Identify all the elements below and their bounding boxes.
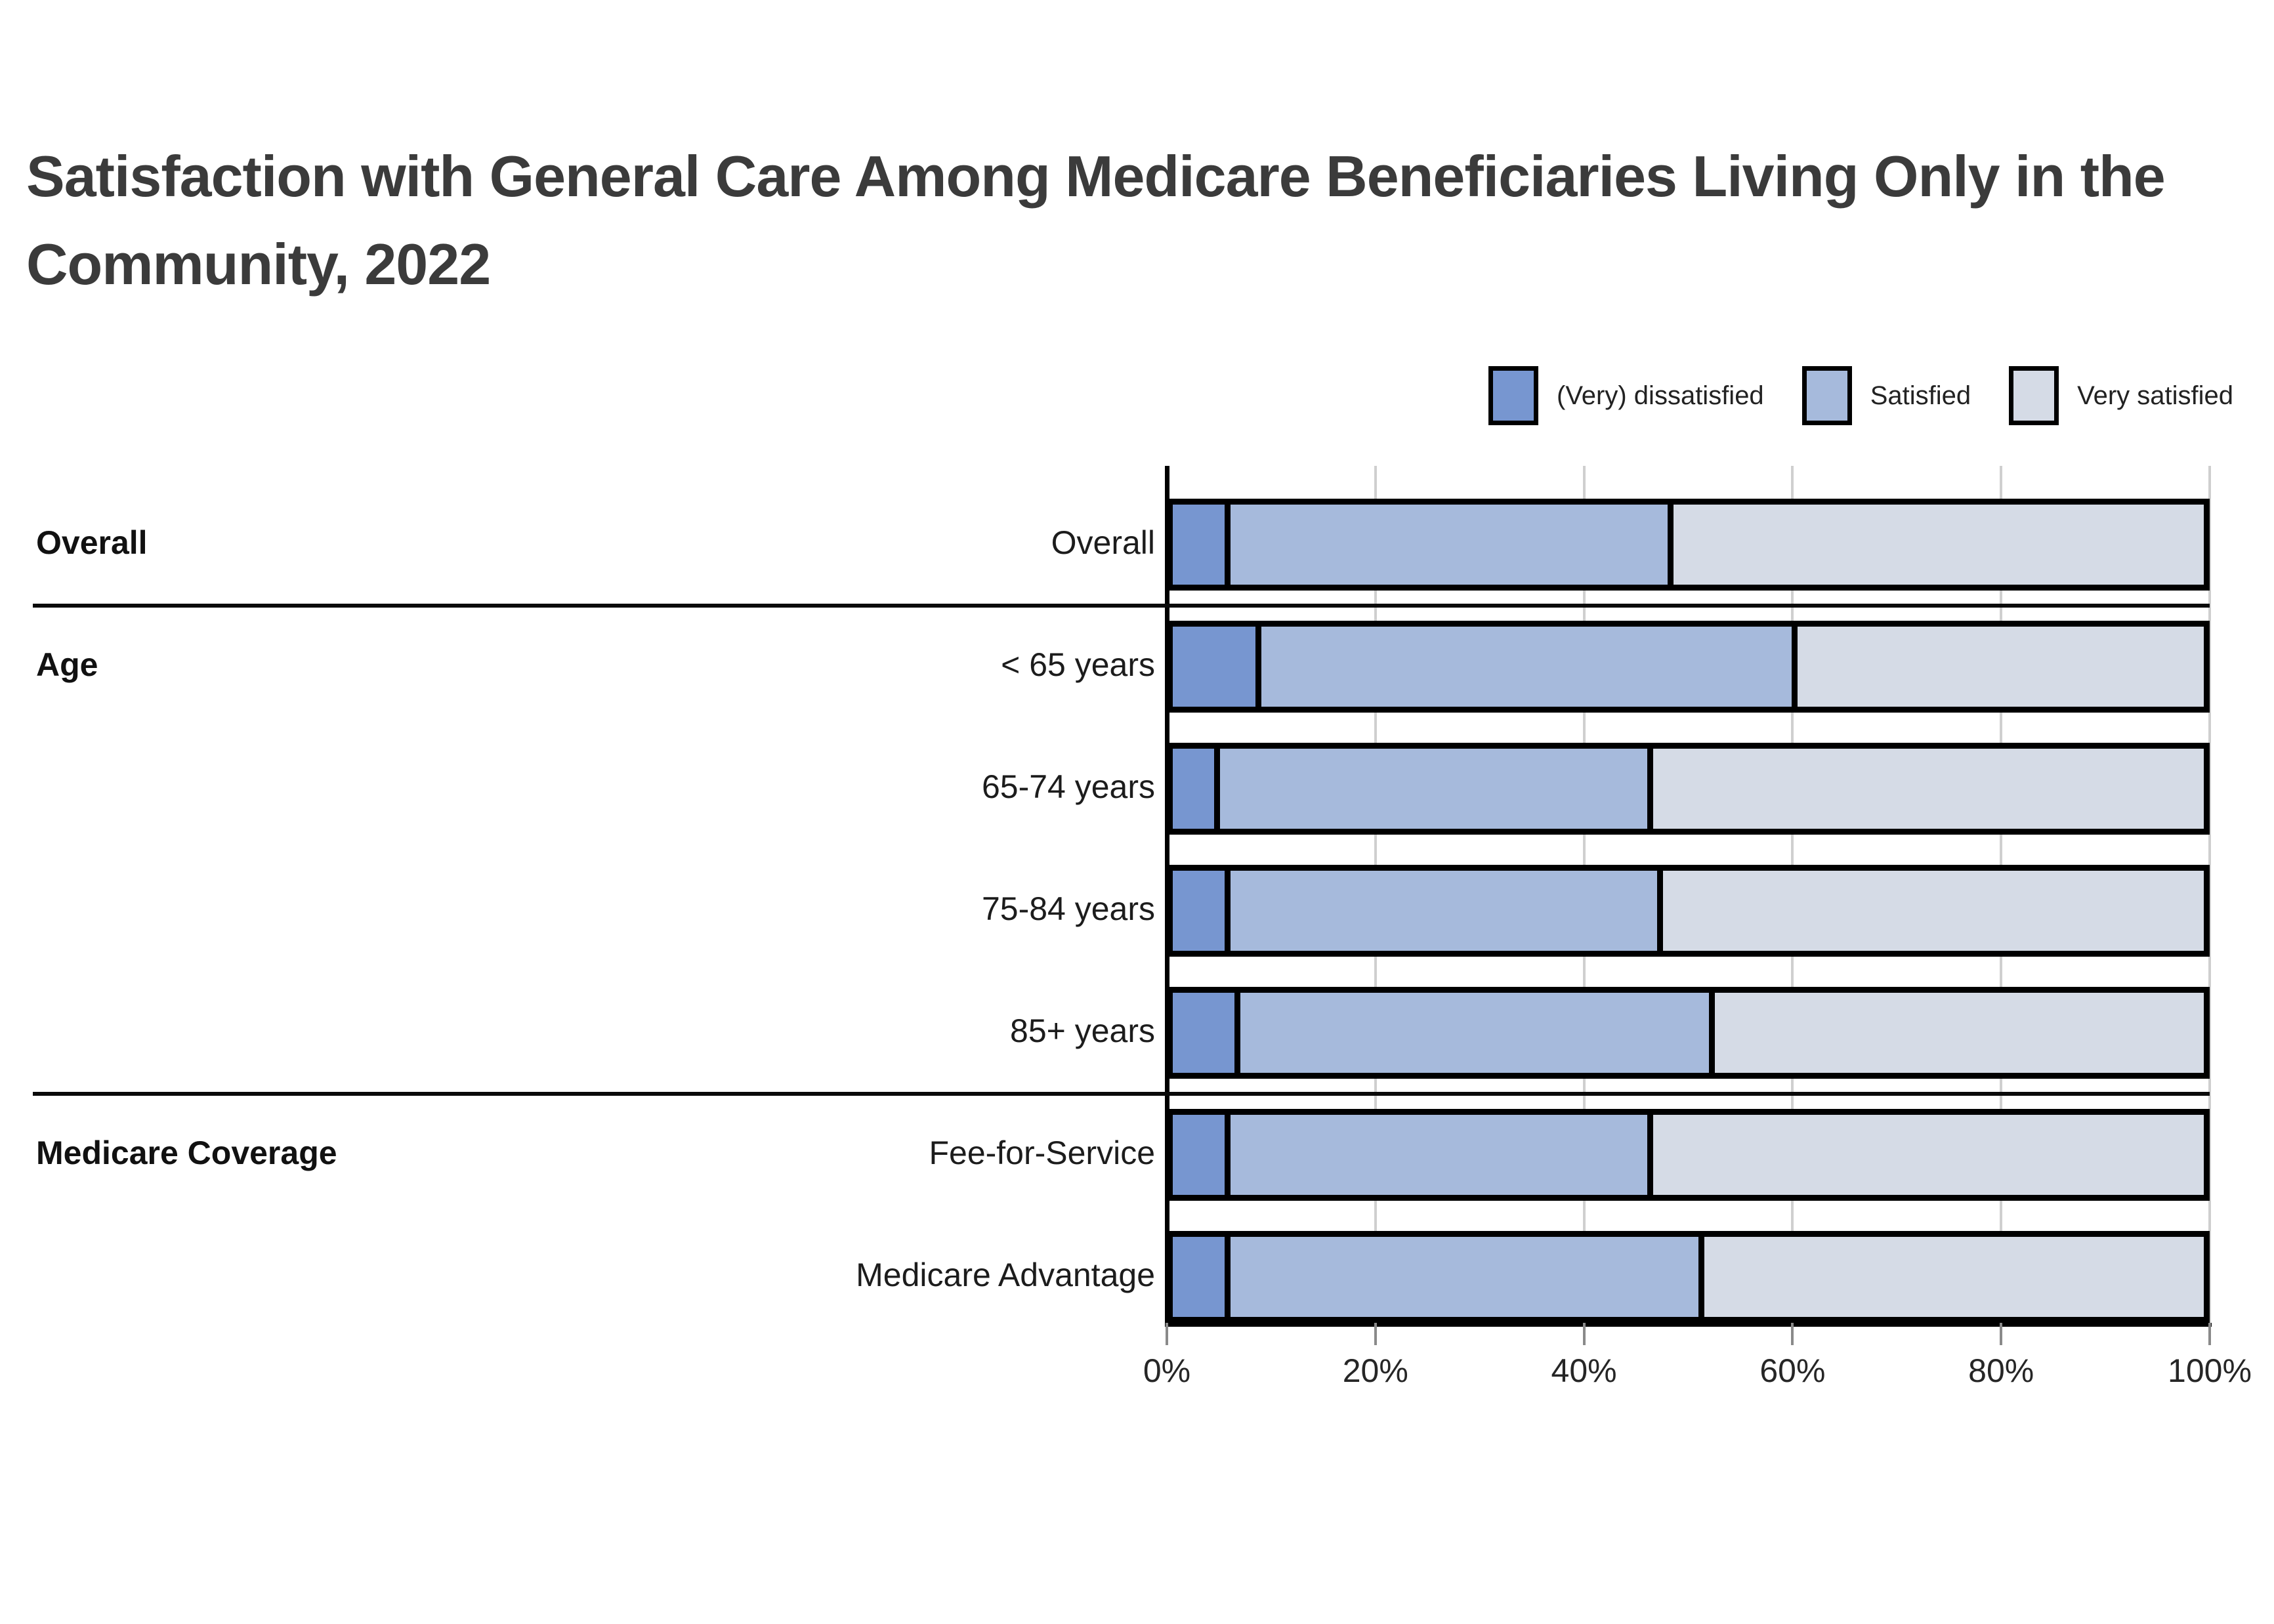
group-label: Age xyxy=(36,646,98,683)
bar-row xyxy=(1167,1109,2210,1201)
legend-label: Very satisfied xyxy=(2077,381,2233,410)
chart-title-line-1: Satisfaction with General Care Among Med… xyxy=(26,144,2166,209)
group-label: Overall xyxy=(36,524,148,561)
row-label: < 65 years xyxy=(1001,646,1155,683)
bar-row xyxy=(1167,499,2210,591)
bar-segment-very-dissatisfied xyxy=(1173,749,1214,829)
x-axis-tick xyxy=(1582,1323,1586,1345)
gridline xyxy=(2208,466,2211,1323)
bar-segment-very-satisfied xyxy=(1698,1237,2204,1317)
x-axis-tick xyxy=(1791,1323,1794,1345)
bar-segment-very-dissatisfied xyxy=(1173,1115,1225,1195)
bar-segment-satisfied xyxy=(1224,1115,1647,1195)
x-axis-tick-label: 40% xyxy=(1551,1352,1617,1389)
bar-segment-very-satisfied xyxy=(1657,871,2204,951)
x-axis-tick-label: 60% xyxy=(1759,1352,1826,1389)
row-label: Medicare Advantage xyxy=(856,1257,1155,1293)
legend-item: Satisfied xyxy=(1801,366,1971,425)
x-axis-tick xyxy=(2208,1323,2211,1345)
x-axis-tick-label: 0% xyxy=(1143,1352,1191,1389)
legend-item: (Very) dissatisfied xyxy=(1488,366,1764,425)
bar-segment-satisfied xyxy=(1213,749,1647,829)
bar-row xyxy=(1167,987,2210,1079)
x-axis-tick-label: 100% xyxy=(2168,1352,2252,1389)
row-label: Overall xyxy=(1051,524,1155,561)
row-label: 75-84 years xyxy=(981,890,1155,927)
bar-segment-satisfied xyxy=(1255,627,1792,707)
bar-segment-satisfied xyxy=(1224,505,1668,585)
group-divider xyxy=(33,1092,2210,1096)
bar-segment-very-satisfied xyxy=(1668,505,2204,585)
group-divider xyxy=(33,604,2210,608)
bar-segment-very-dissatisfied xyxy=(1173,993,1235,1073)
row-label: 85+ years xyxy=(1010,1012,1155,1049)
bar-row xyxy=(1167,865,2210,957)
legend-label: Satisfied xyxy=(1870,381,1971,410)
bar-segment-very-satisfied xyxy=(1647,1115,2204,1195)
legend-swatch-icon xyxy=(2009,366,2059,425)
bar-segment-very-satisfied xyxy=(1647,749,2204,829)
x-axis-tick xyxy=(1374,1323,1377,1345)
legend: (Very) dissatisfied Satisfied Very satisfi… xyxy=(1488,366,2233,425)
bar-segment-very-dissatisfied xyxy=(1173,871,1225,951)
x-axis-tick-label: 20% xyxy=(1342,1352,1408,1389)
group-label: Medicare Coverage xyxy=(36,1135,337,1171)
bar-segment-satisfied xyxy=(1224,1237,1699,1317)
legend-swatch-icon xyxy=(1801,366,1852,425)
row-label: 65-74 years xyxy=(981,768,1155,805)
bar-segment-very-dissatisfied xyxy=(1173,627,1255,707)
bar-segment-very-satisfied xyxy=(1708,993,2204,1073)
x-axis-tick xyxy=(2000,1323,2003,1345)
row-label: Fee-for-Service xyxy=(929,1135,1155,1171)
legend-item: Very satisfied xyxy=(2009,366,2233,425)
bar-row xyxy=(1167,1231,2210,1323)
chart-title-line-2: Community, 2022 xyxy=(26,232,491,297)
x-axis-tick xyxy=(1166,1323,1168,1345)
legend-label: (Very) dissatisfied xyxy=(1557,381,1764,410)
bar-segment-very-satisfied xyxy=(1791,627,2204,707)
legend-swatch-icon xyxy=(1488,366,1539,425)
bar-segment-very-dissatisfied xyxy=(1173,505,1225,585)
bar-row xyxy=(1167,621,2210,713)
bar-row xyxy=(1167,743,2210,835)
bar-segment-satisfied xyxy=(1224,871,1658,951)
x-axis-tick-label: 80% xyxy=(1968,1352,2034,1389)
x-axis-line xyxy=(1165,1323,2212,1327)
bar-segment-very-dissatisfied xyxy=(1173,1237,1225,1317)
bar-segment-satisfied xyxy=(1234,993,1709,1073)
